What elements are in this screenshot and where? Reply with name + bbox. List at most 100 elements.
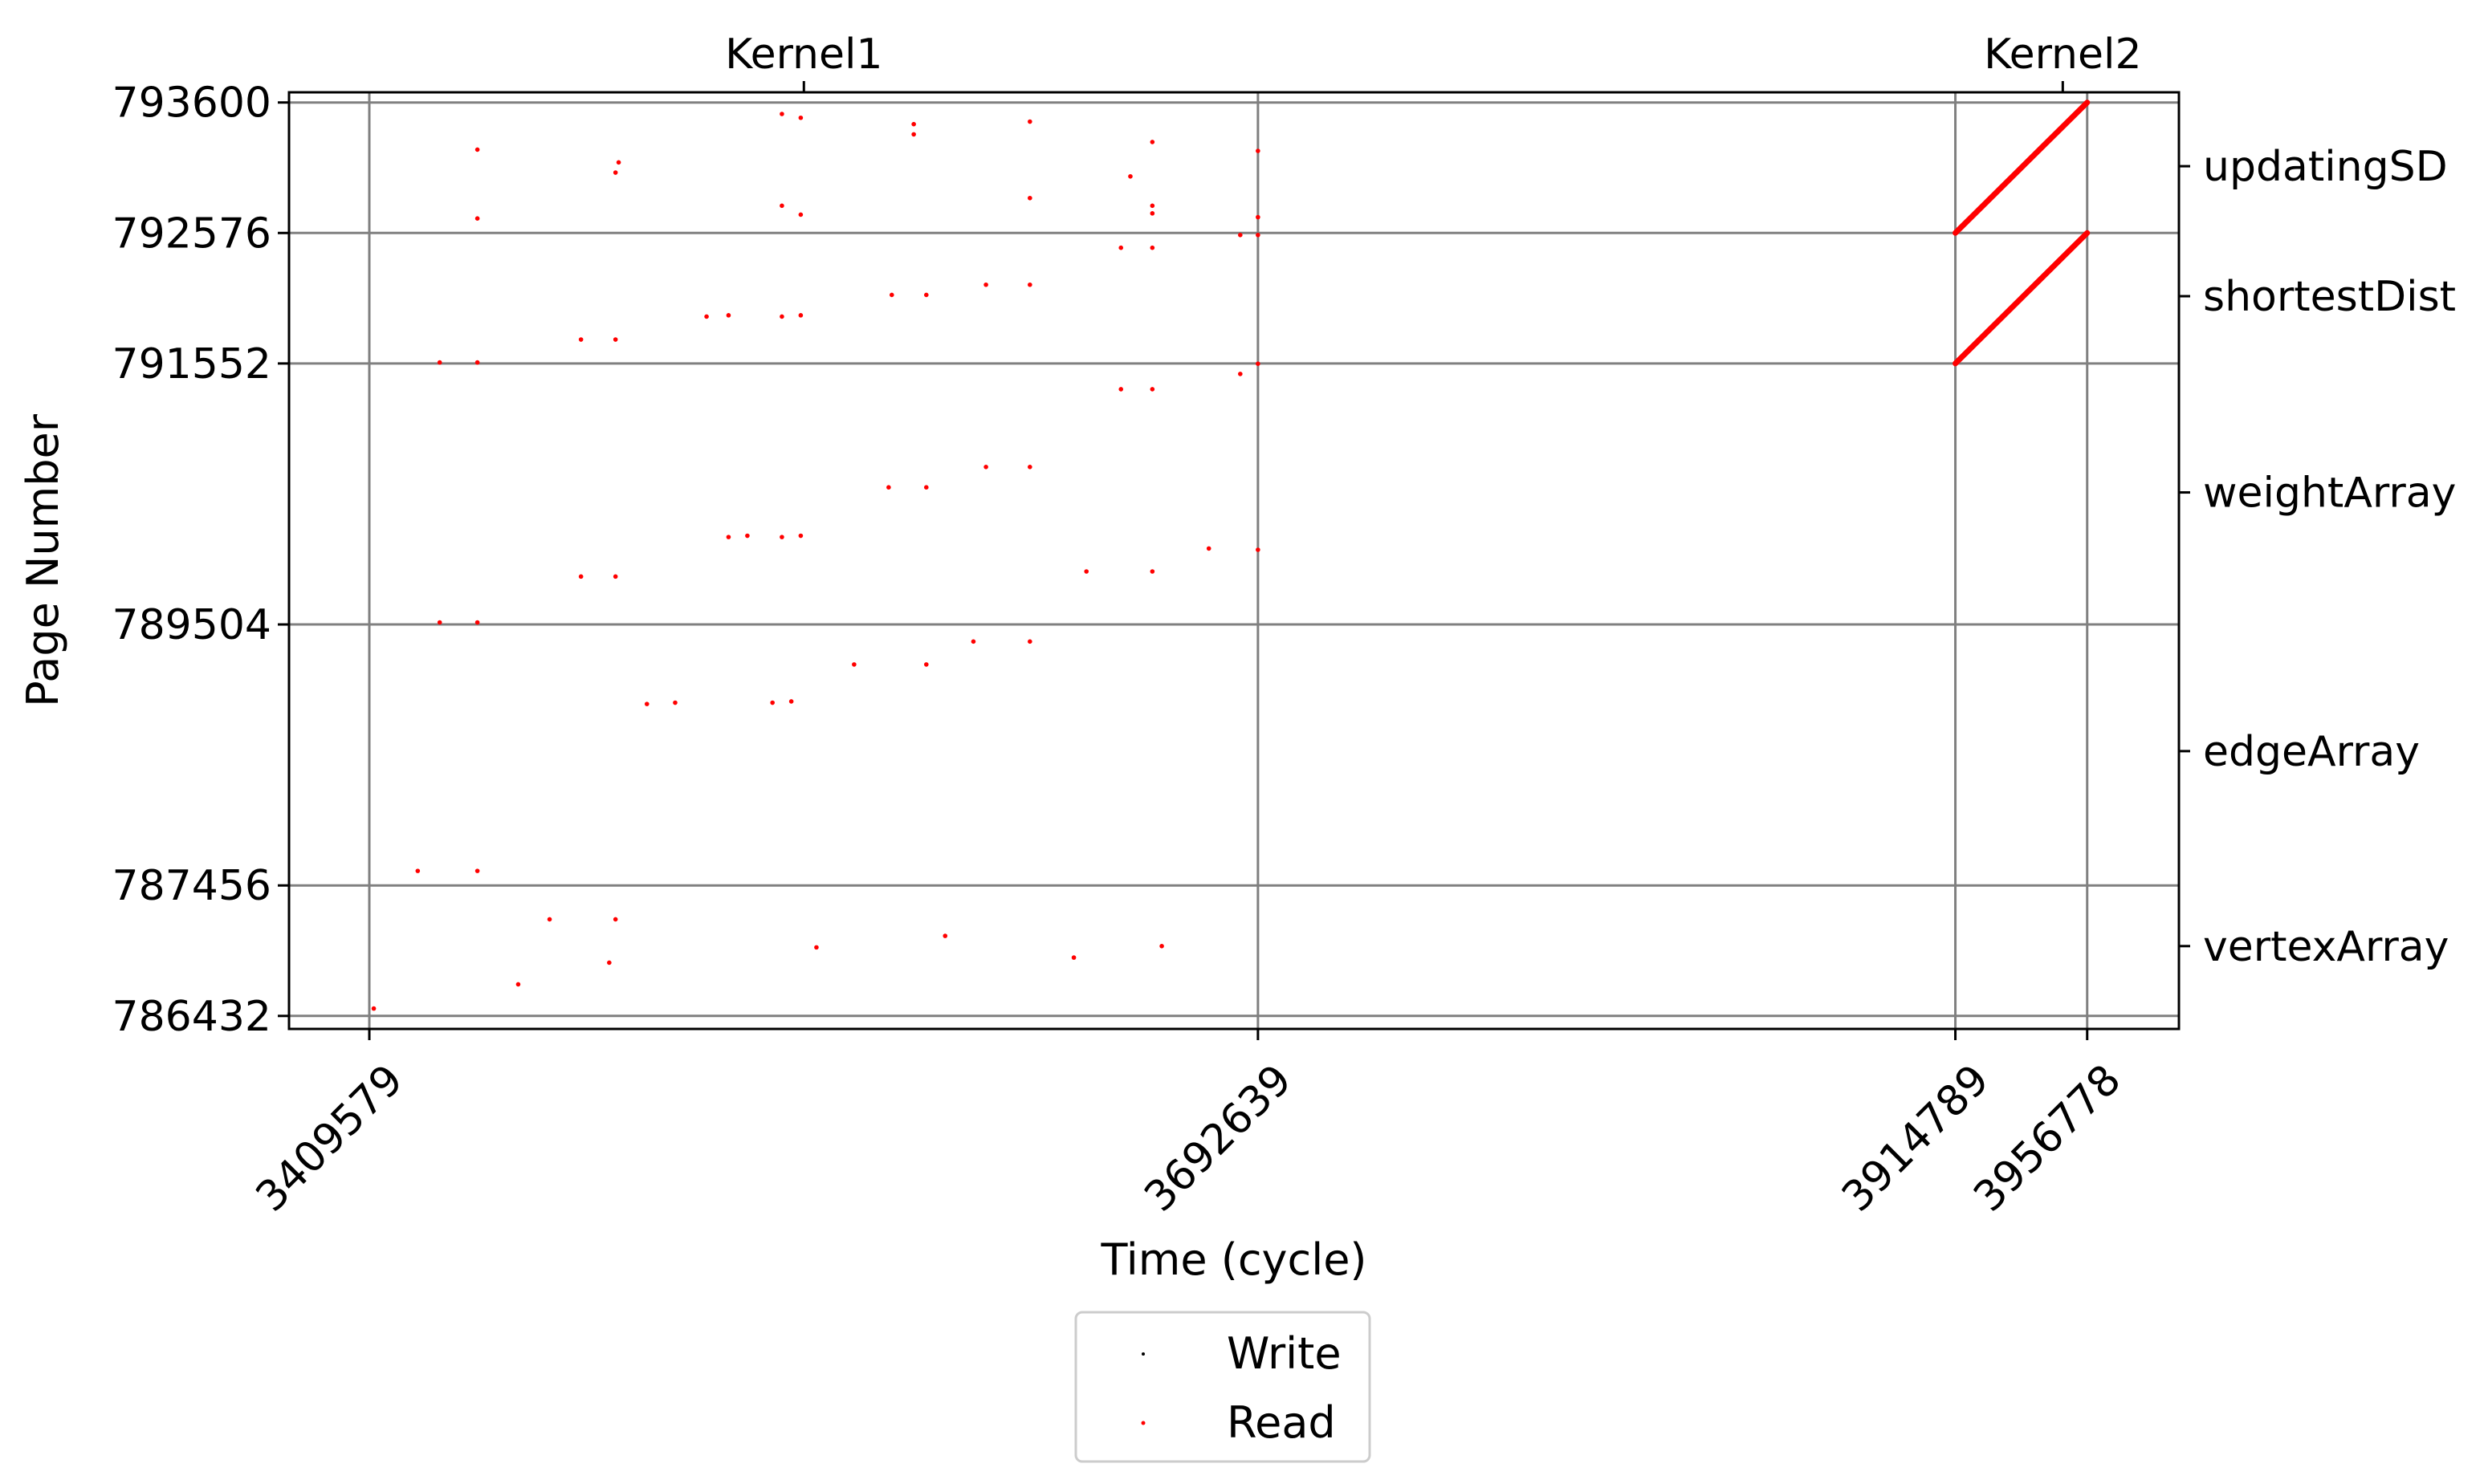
read-point [371,1006,377,1011]
read-point [798,115,804,120]
read-point [1256,233,1260,238]
axis-ticks: 3409579 3692639 39147893956778786432787456… [112,30,2456,1222]
read-point [943,933,948,938]
read-point [780,314,784,319]
read-point [1028,282,1032,287]
read-point [607,960,612,966]
read-point [415,868,421,873]
read-point [578,574,584,579]
read-point [1071,955,1077,960]
read-point [726,313,731,318]
read-point [644,701,650,706]
read-point [437,360,442,365]
read-point [1118,387,1124,392]
read-point [1206,546,1211,551]
read-point [578,337,584,342]
read-point [704,314,709,319]
read-point [745,533,750,539]
legend: Write Read [1074,1311,1371,1463]
y-tick-label: 789504 [112,601,271,649]
read-point [437,620,442,625]
read-point [474,216,480,221]
read-point [616,160,621,165]
read-point [1256,214,1260,220]
read-segment [1953,100,2091,236]
read-point [923,292,929,298]
y-tick-label: 787456 [112,862,271,910]
read-point [515,982,521,987]
plot-frame [287,91,2181,1031]
data-layer [371,100,2091,1011]
top-tick-label: Kernel1 [725,30,882,79]
legend-box [1074,1311,1371,1463]
read-point [923,485,929,490]
read-point [1150,245,1155,250]
read-point [1028,465,1032,470]
read-point [911,132,916,137]
read-point [1084,569,1089,574]
read-point [1118,245,1124,250]
right-tick-label: updatingSD [2203,143,2448,191]
read-point [1028,195,1032,201]
read-segment [1953,230,2091,367]
y-tick-label: 793600 [112,79,271,128]
right-tick-label: weightArray [2203,470,2456,518]
read-point [889,292,894,298]
y-tick-label: 792576 [112,209,271,258]
read-point [1150,203,1155,209]
y-tick-label: 791552 [112,340,271,388]
read-point [1150,387,1155,392]
read-point [1028,639,1032,644]
read-point [983,282,988,287]
read-point [798,313,804,318]
read-point [1238,233,1243,238]
read-point [780,203,784,209]
legend-write-label: Write [1227,1328,1342,1379]
read-point [780,535,784,539]
read-point [886,485,891,490]
read-point [1238,372,1243,376]
grid-lines [289,92,2179,1029]
read-point [923,662,929,667]
read-point [474,360,480,365]
read-point [1028,119,1032,124]
read-point [780,112,784,116]
read-point [1159,943,1164,949]
read-point [613,574,618,579]
read-point [770,700,775,705]
read-point [474,147,480,152]
read-point [814,945,819,950]
x-tick-label: 3409579 [247,1055,413,1221]
right-tick-label: edgeArray [2203,728,2420,776]
y-axis-label: Page Number [18,413,68,707]
read-point [1256,547,1260,552]
read-point [1150,569,1155,574]
read-point [1256,148,1260,153]
read-point [613,917,618,922]
x-tick-label: 3956778 [1965,1055,2130,1221]
read-point [547,917,552,922]
right-tick-label: shortestDist [2203,273,2456,321]
x-axis-label: Time (cycle) [1100,1234,1366,1285]
right-tick-label: vertexArray [2203,923,2449,971]
read-point [613,337,618,342]
read-point [474,868,480,873]
top-tick-label: Kernel2 [1984,30,2141,79]
read-point [474,620,480,625]
read-point [788,699,794,704]
read-point [673,700,678,705]
read-point [911,121,916,127]
y-tick-label: 786432 [112,993,271,1041]
read-point [983,465,988,470]
x-tick-label: 3692639 [1135,1055,1301,1221]
read-point [1150,140,1155,144]
read-point [1128,173,1133,179]
legend-read-marker [1141,1421,1146,1425]
legend-read-label: Read [1227,1397,1336,1448]
read-point [798,212,804,218]
legend-write-marker [1142,1352,1145,1356]
read-point [971,639,976,644]
read-point [613,170,618,175]
read-point [1150,211,1155,216]
